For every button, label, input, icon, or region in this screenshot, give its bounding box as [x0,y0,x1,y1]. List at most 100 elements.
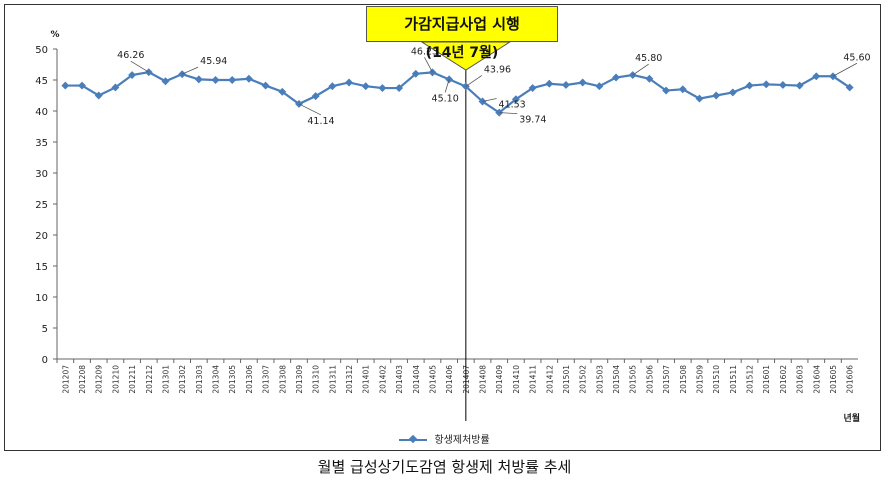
x-tick-label: 201208 [78,365,87,394]
x-tick-label: 201603 [796,365,805,394]
callout-subtitle: (14년 7월) [425,45,499,61]
y-tick-label: 40 [35,107,48,118]
data-point [578,78,587,87]
data-point [345,78,353,87]
x-tick-label: 201606 [846,365,855,394]
data-label: 45.60 [843,52,870,63]
data-point [595,82,604,91]
data-point [78,81,86,90]
y-tick-label: 45 [35,76,48,87]
x-tick-label: 201409 [495,365,504,394]
data-label-leader [832,62,858,77]
figure-caption: 월별 급성상기도감염 항생제 처방률 추세 [317,458,572,476]
x-tick-label: 201402 [378,365,387,394]
data-point [161,77,170,86]
y-tick-label: 20 [35,231,48,242]
y-tick-label: 10 [35,293,48,304]
data-label-leader [181,66,199,75]
data-point [428,68,437,77]
data-label-leader [298,103,322,116]
x-tick-label: 201308 [278,365,287,394]
data-point [261,81,270,90]
chart-frame [4,4,881,451]
x-tick-label: 201604 [812,365,821,394]
data-point [211,76,220,84]
data-point [728,88,737,97]
x-tick-label: 201501 [562,365,571,394]
data-point [712,91,721,100]
x-tick-label: 201601 [762,365,771,394]
x-unit-label: 년월 [843,412,860,424]
x-tick-label: 201410 [512,365,521,394]
x-tick-label: 201411 [529,365,538,394]
y-tick-label: 5 [42,324,48,335]
x-tick-label: 201504 [612,365,621,394]
x-tick-label: 201404 [412,365,421,394]
x-tick-label: 201503 [595,365,604,394]
x-tick-label: 201312 [345,365,354,394]
x-tick-label: 201303 [195,365,204,394]
x-tick-label: 201511 [729,365,738,394]
data-label: 45.80 [635,53,662,64]
data-point [244,74,253,83]
y-tick-label: 50 [35,45,48,56]
x-tick-label: 201512 [746,365,755,394]
x-tick-label: 201508 [679,365,688,394]
data-point [545,79,554,88]
x-tick-label: 201605 [829,365,838,394]
x-tick-label: 201510 [712,365,721,394]
data-point [61,81,70,90]
x-tick-label: 201301 [161,365,170,394]
data-point [378,84,387,93]
x-tick-label: 201401 [362,365,371,394]
x-tick-label: 201311 [328,365,337,394]
x-tick-label: 201307 [262,365,271,394]
x-tick-label: 201403 [395,365,404,394]
x-tick-label: 201505 [629,365,638,394]
data-label: 46.26 [117,50,144,61]
x-tick-label: 201602 [779,365,788,394]
data-point [612,73,620,82]
data-label: 41.14 [307,116,334,127]
data-label: 41.53 [499,100,526,111]
data-label-leader [632,63,649,76]
x-tick-label: 201509 [695,365,704,394]
data-label: 39.74 [519,115,546,126]
x-tick-label: 201305 [228,365,237,394]
callout-pointer [420,41,512,71]
data-point [111,83,120,92]
x-tick-label: 201209 [95,365,104,394]
y-tick-label: 0 [42,355,48,366]
x-tick-label: 201406 [445,365,454,394]
legend-line-icon [399,434,428,444]
data-label-leader [499,112,518,115]
callout-title: 가감지급사업 시행 [404,15,520,33]
data-point [94,91,103,100]
y-unit-label: % [50,30,59,40]
data-label-leader [424,57,433,73]
data-point [778,81,787,89]
x-tick-label: 201302 [178,365,187,394]
x-tick-label: 201207 [61,365,70,394]
x-tick-label: 201212 [145,365,154,394]
data-label: 43.96 [484,64,511,75]
x-tick-label: 201408 [479,365,488,394]
x-tick-label: 201405 [428,365,437,394]
x-tick-label: 201306 [245,365,254,394]
data-point [228,76,237,84]
data-label: 45.94 [200,56,227,67]
x-tick-label: 201304 [212,365,221,394]
data-point [762,80,771,89]
x-tick-label: 201211 [128,365,137,394]
data-label-leader [482,98,497,102]
x-tick-label: 201502 [579,365,588,394]
data-label-leader [130,60,149,73]
data-label: 46.23 [411,46,438,57]
x-tick-label: 201309 [295,365,304,394]
x-tick-label: 201210 [111,365,120,394]
data-point [361,82,370,91]
x-tick-label: 201506 [645,365,654,394]
data-label-leader [444,79,450,93]
y-tick-label: 25 [35,200,48,211]
